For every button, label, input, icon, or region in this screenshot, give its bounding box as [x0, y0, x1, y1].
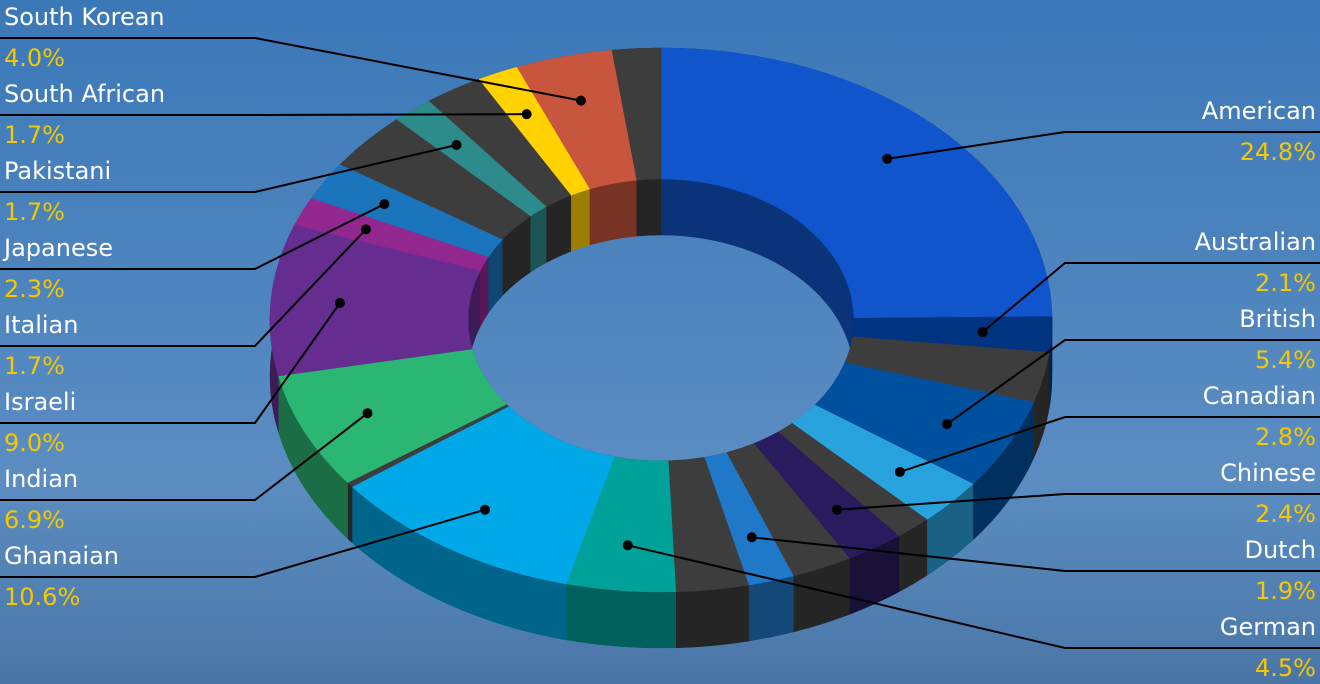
value-label: 10.6% [4, 583, 80, 611]
leader-dot [334, 297, 345, 308]
value-label: 2.1% [1255, 269, 1316, 297]
leader-dot [575, 95, 586, 106]
inner-wall [530, 206, 547, 273]
value-label: 9.0% [4, 429, 65, 457]
value-label: 4.5% [1255, 654, 1316, 682]
leader-dot [882, 153, 893, 164]
leader-dot [360, 224, 371, 235]
inner-wall [546, 194, 572, 263]
inner-wall [570, 188, 591, 252]
category-label: British [1239, 305, 1316, 333]
leader-line [627, 544, 1320, 649]
leader-line [981, 262, 1320, 333]
category-label: Chinese [1220, 459, 1316, 487]
leader-line [0, 412, 369, 501]
leader-line [0, 113, 527, 116]
leader-line [0, 302, 341, 424]
value-label: 2.4% [1255, 500, 1316, 528]
category-label: German [1220, 613, 1316, 641]
category-label: Canadian [1203, 382, 1316, 410]
leader-line [0, 144, 457, 193]
category-label: Pakistani [4, 157, 111, 185]
leader-dot [521, 109, 532, 120]
leader-dot [622, 540, 633, 551]
value-label: 2.8% [1255, 423, 1316, 451]
category-label: Indian [4, 465, 78, 493]
value-label: 6.9% [4, 506, 65, 534]
value-label: 1.7% [4, 198, 65, 226]
inner-wall [636, 178, 662, 237]
leader-line [0, 508, 486, 578]
leader-line [0, 37, 582, 102]
leader-line [946, 339, 1320, 425]
value-label: 1.7% [4, 352, 65, 380]
outer-wall [748, 575, 794, 642]
value-label: 5.4% [1255, 346, 1316, 374]
category-label: Italian [4, 311, 78, 339]
leader-line [0, 203, 385, 270]
leader-dot [362, 408, 373, 419]
leader-line [751, 536, 1320, 572]
category-label: Japanese [2, 234, 113, 262]
value-label: 2.3% [4, 275, 65, 303]
outer-wall [565, 583, 676, 649]
category-label: Ghanaian [4, 542, 119, 570]
leader-line [836, 493, 1320, 511]
outer-wall [675, 584, 749, 649]
leader-dot [941, 419, 952, 430]
leader-dot [977, 327, 988, 338]
inner-wall [589, 179, 638, 246]
leader-line [899, 416, 1320, 473]
leader-dot [451, 140, 462, 151]
value-label: 24.8% [1240, 138, 1316, 166]
leader-dot [480, 504, 491, 515]
category-label: Dutch [1244, 536, 1316, 564]
leader-dot [746, 532, 757, 543]
outer-wall [347, 482, 353, 544]
value-label: 1.9% [1255, 577, 1316, 605]
value-label: 4.0% [4, 44, 65, 72]
leader-line [887, 131, 1320, 160]
category-label: Australian [1195, 228, 1316, 256]
category-label: South Korean [4, 3, 165, 31]
leader-dot [379, 199, 390, 210]
category-label: Israeli [4, 388, 76, 416]
category-label: American [1202, 97, 1316, 125]
donut-slice [660, 47, 1053, 319]
donut-slice [611, 47, 662, 181]
leader-line [0, 228, 367, 347]
leader-dot [831, 504, 842, 515]
leader-dot [894, 466, 905, 477]
value-label: 1.7% [4, 121, 65, 149]
category-label: South African [4, 80, 165, 108]
